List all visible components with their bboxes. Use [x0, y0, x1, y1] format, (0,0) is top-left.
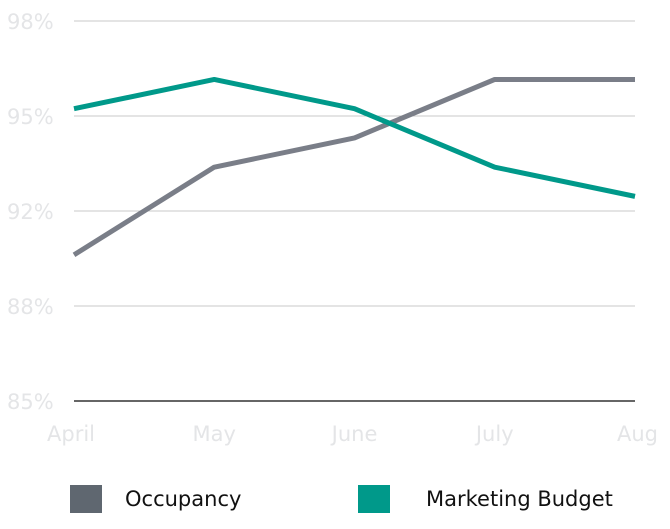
x-tick-label: April — [47, 422, 95, 446]
legend-item-occupancy[interactable]: Occupancy — [70, 484, 241, 514]
grid-lines — [74, 20, 635, 402]
x-axis-ticks: April May June July Aug — [47, 422, 658, 446]
series-line-occupancy — [72, 76, 635, 257]
y-tick-label: 85% — [7, 390, 54, 414]
series-lines — [72, 76, 636, 257]
y-tick-label: 88% — [7, 295, 54, 319]
x-tick-label: Aug — [617, 422, 658, 446]
legend-item-marketing-budget[interactable]: Marketing Budget — [358, 484, 613, 514]
legend-label-occupancy: Occupancy — [125, 487, 242, 511]
legend-swatch-marketing-budget — [358, 485, 390, 513]
line-chart: 98% 95% 92% 88% 85% April May June July Aug — [7, 10, 658, 446]
y-tick-label: 95% — [7, 105, 54, 129]
y-axis-ticks: 98% 95% 92% 88% 85% — [7, 10, 54, 414]
legend-label-marketing-budget: Marketing Budget — [426, 487, 613, 511]
x-tick-label: June — [330, 422, 378, 446]
legend-swatch-occupancy — [70, 485, 102, 513]
y-tick-label: 98% — [7, 10, 54, 34]
x-tick-label: May — [193, 422, 236, 446]
x-tick-label: July — [474, 422, 514, 446]
y-tick-label: 92% — [7, 200, 54, 224]
series-line-marketing-budget — [73, 76, 636, 199]
